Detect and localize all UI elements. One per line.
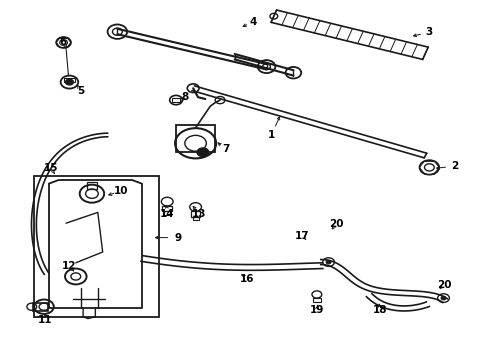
Text: 7: 7 [222, 144, 229, 154]
Text: 2: 2 [450, 161, 457, 171]
Text: 3: 3 [425, 27, 431, 37]
Text: 10: 10 [114, 186, 128, 196]
Text: 12: 12 [62, 261, 77, 271]
Text: 17: 17 [294, 231, 309, 241]
Text: 11: 11 [38, 315, 52, 325]
Text: 14: 14 [160, 209, 174, 219]
Text: 15: 15 [44, 163, 59, 174]
Circle shape [197, 148, 208, 157]
Bar [87, 182, 97, 189]
Text: 20: 20 [328, 219, 343, 229]
Text: 18: 18 [372, 305, 387, 315]
Circle shape [65, 79, 73, 85]
Bar [192, 217, 198, 220]
Text: 6: 6 [59, 37, 66, 48]
Bar [34, 176, 159, 317]
Text: 19: 19 [309, 305, 324, 315]
Text: 16: 16 [239, 274, 254, 284]
Text: 13: 13 [192, 209, 206, 219]
Bar [162, 206, 172, 211]
Circle shape [440, 296, 445, 300]
Bar [172, 98, 180, 102]
Bar [176, 125, 215, 152]
Text: 1: 1 [267, 130, 274, 140]
Bar [190, 211, 200, 217]
Text: 5: 5 [77, 86, 84, 96]
Bar [63, 78, 75, 82]
Bar [33, 303, 48, 311]
Text: 20: 20 [436, 280, 450, 290]
Text: 8: 8 [181, 92, 188, 102]
Text: 9: 9 [175, 233, 182, 243]
Text: 4: 4 [249, 17, 257, 27]
Bar [164, 211, 170, 215]
Circle shape [325, 260, 330, 264]
Bar [312, 298, 320, 302]
